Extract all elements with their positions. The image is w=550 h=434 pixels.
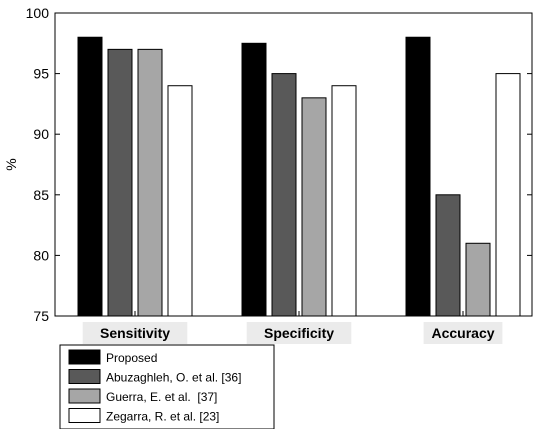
- bar-sensitivity-series-4: [167, 85, 193, 317]
- y-axis-label: %: [3, 158, 19, 170]
- bar-accuracy-series-1: [405, 36, 431, 317]
- category-label-background: [246, 322, 352, 344]
- legend-entry-label: Guerra, E. et al. [37]: [106, 390, 217, 404]
- legend-swatch: [68, 349, 101, 365]
- bars-layer: [77, 36, 521, 317]
- bar-specificity-series-3: [301, 97, 327, 317]
- legend-entry-label: Proposed: [106, 351, 157, 365]
- legend-swatch: [68, 408, 101, 423]
- y-tick-label: 90: [33, 126, 49, 142]
- x-category-label: Specificity: [264, 325, 334, 341]
- bar-specificity-series-2: [271, 73, 297, 317]
- bar-sensitivity-series-3: [137, 48, 163, 317]
- y-tick-label: 75: [33, 308, 49, 324]
- bar-accuracy-series-3: [465, 242, 491, 317]
- legend-entry-label: Zegarra, R. et al. [23]: [106, 410, 219, 424]
- bar-sensitivity-series-1: [77, 36, 103, 317]
- y-tick-label: 95: [33, 66, 49, 82]
- bar-specificity-series-4: [331, 85, 357, 317]
- y-tick-label: 85: [33, 187, 49, 203]
- y-tick-label: 80: [33, 247, 49, 263]
- ticks-layer: 75 80 85 90 95 100: [26, 5, 532, 324]
- bar-sensitivity-series-2: [107, 48, 133, 317]
- bar-accuracy-series-2: [435, 194, 461, 317]
- legend-swatch: [68, 388, 101, 404]
- x-category-label: Sensitivity: [100, 325, 170, 341]
- bar-specificity-series-1: [241, 42, 267, 317]
- category-label-background: [82, 322, 188, 344]
- y-tick-label: 100: [26, 5, 50, 21]
- legend-swatch: [68, 369, 101, 384]
- bar-accuracy-series-4: [495, 73, 521, 317]
- legend: Proposed Abuzaghleh, O. et al. [36] Guerra…: [59, 344, 275, 430]
- category-labels: Sensitivity Specificity Accuracy: [82, 322, 503, 344]
- x-category-label: Accuracy: [431, 325, 494, 341]
- legend-entry-label: Abuzaghleh, O. et al. [36]: [106, 371, 241, 385]
- category-label-background: [423, 322, 503, 344]
